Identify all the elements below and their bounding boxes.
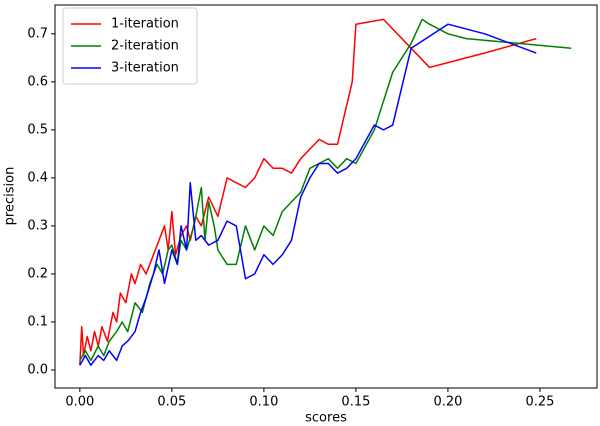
series-line — [79, 18, 572, 362]
y-tick-label: 0.3 — [27, 218, 48, 233]
y-tick-label: 0.0 — [27, 362, 48, 377]
plot-frame — [54, 4, 598, 389]
x-tick-label: 0.00 — [65, 395, 94, 410]
y-tick-label: 0.7 — [27, 26, 48, 41]
legend-label: 1-iteration — [111, 17, 179, 32]
x-tick-label: 0.05 — [157, 395, 186, 410]
series-line — [79, 23, 537, 366]
x-axis-label: scores — [305, 411, 347, 426]
y-axis-label: precision — [3, 167, 18, 226]
y-tick-label: 0.5 — [27, 122, 48, 137]
legend-label: 3-iteration — [111, 61, 179, 76]
series-line — [79, 18, 537, 366]
legend-label: 2-iteration — [111, 39, 179, 54]
y-tick-label: 0.6 — [27, 74, 48, 89]
x-tick-label: 0.25 — [525, 395, 554, 410]
legend-box — [62, 7, 198, 85]
y-tick-label: 0.1 — [27, 314, 48, 329]
y-tick-label: 0.4 — [27, 170, 48, 185]
y-tick-label: 0.2 — [27, 266, 48, 281]
x-tick-label: 0.10 — [249, 395, 278, 410]
x-tick-label: 0.15 — [341, 395, 370, 410]
x-tick-label: 0.20 — [433, 395, 462, 410]
